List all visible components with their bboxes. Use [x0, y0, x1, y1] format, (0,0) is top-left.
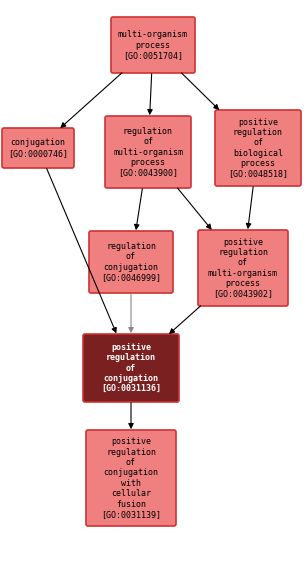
Text: positive
regulation
of
conjugation
[GO:0031136]: positive regulation of conjugation [GO:0… [101, 343, 161, 393]
FancyBboxPatch shape [89, 231, 173, 293]
Text: conjugation
[GO:0000746]: conjugation [GO:0000746] [8, 139, 68, 158]
FancyBboxPatch shape [2, 128, 74, 168]
FancyBboxPatch shape [86, 430, 176, 526]
FancyBboxPatch shape [198, 230, 288, 306]
FancyBboxPatch shape [83, 334, 179, 402]
Text: regulation
of
conjugation
[GO:0046999]: regulation of conjugation [GO:0046999] [101, 242, 161, 282]
Text: positive
regulation
of
conjugation
with
cellular
fusion
[GO:0031139]: positive regulation of conjugation with … [101, 437, 161, 519]
FancyBboxPatch shape [215, 110, 301, 186]
FancyBboxPatch shape [111, 17, 195, 73]
FancyBboxPatch shape [105, 116, 191, 188]
Text: multi-organism
process
[GO:0051704]: multi-organism process [GO:0051704] [118, 30, 188, 60]
Text: positive
regulation
of
multi-organism
process
[GO:0043902]: positive regulation of multi-organism pr… [208, 237, 278, 298]
Text: positive
regulation
of
biological
process
[GO:0048518]: positive regulation of biological proces… [228, 117, 288, 178]
Text: regulation
of
multi-organism
process
[GO:0043900]: regulation of multi-organism process [GO… [113, 127, 183, 177]
